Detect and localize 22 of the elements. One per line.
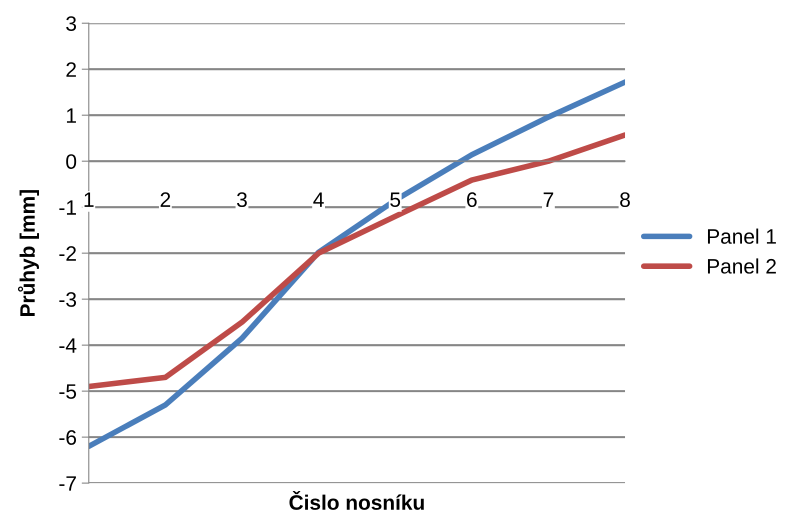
x-axis-title: Čislo nosníku: [289, 491, 424, 510]
x-tick-label: 4: [313, 192, 324, 207]
x-tick-label: 7: [544, 192, 554, 207]
legend-label: Panel 1: [708, 228, 776, 244]
legend-label: Panel 2: [708, 258, 776, 274]
y-tick-label: 0: [66, 154, 76, 169]
y-axis-title: Průhyb [mm]: [18, 190, 39, 316]
y-tick-label: -1: [59, 200, 76, 215]
x-tick-label: 8: [620, 192, 630, 208]
x-tick-label: 2: [160, 192, 170, 207]
y-tick-label: -2: [59, 246, 76, 261]
y-tick-label: -5: [59, 384, 76, 399]
y-tick-label: -4: [59, 338, 76, 353]
y-tick-label: 3: [66, 16, 76, 31]
y-tick-label: 1: [66, 108, 76, 123]
y-tick-label: -6: [59, 430, 76, 445]
y-tick-label: 2: [66, 62, 76, 77]
x-tick-label: 6: [467, 192, 477, 208]
x-tick-label: 3: [236, 192, 247, 208]
y-tick-label: -7: [59, 476, 76, 491]
y-tick-label: -3: [59, 292, 76, 307]
x-tick-label: 1: [84, 192, 94, 207]
